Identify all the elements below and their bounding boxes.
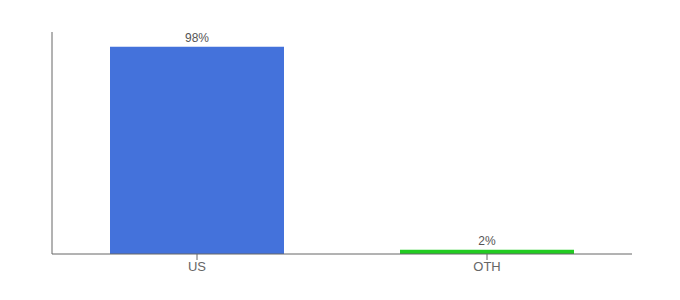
svg-text:US: US bbox=[188, 259, 206, 274]
svg-text:OTH: OTH bbox=[473, 259, 500, 274]
svg-text:2%: 2% bbox=[478, 234, 496, 248]
svg-text:98%: 98% bbox=[185, 31, 209, 45]
